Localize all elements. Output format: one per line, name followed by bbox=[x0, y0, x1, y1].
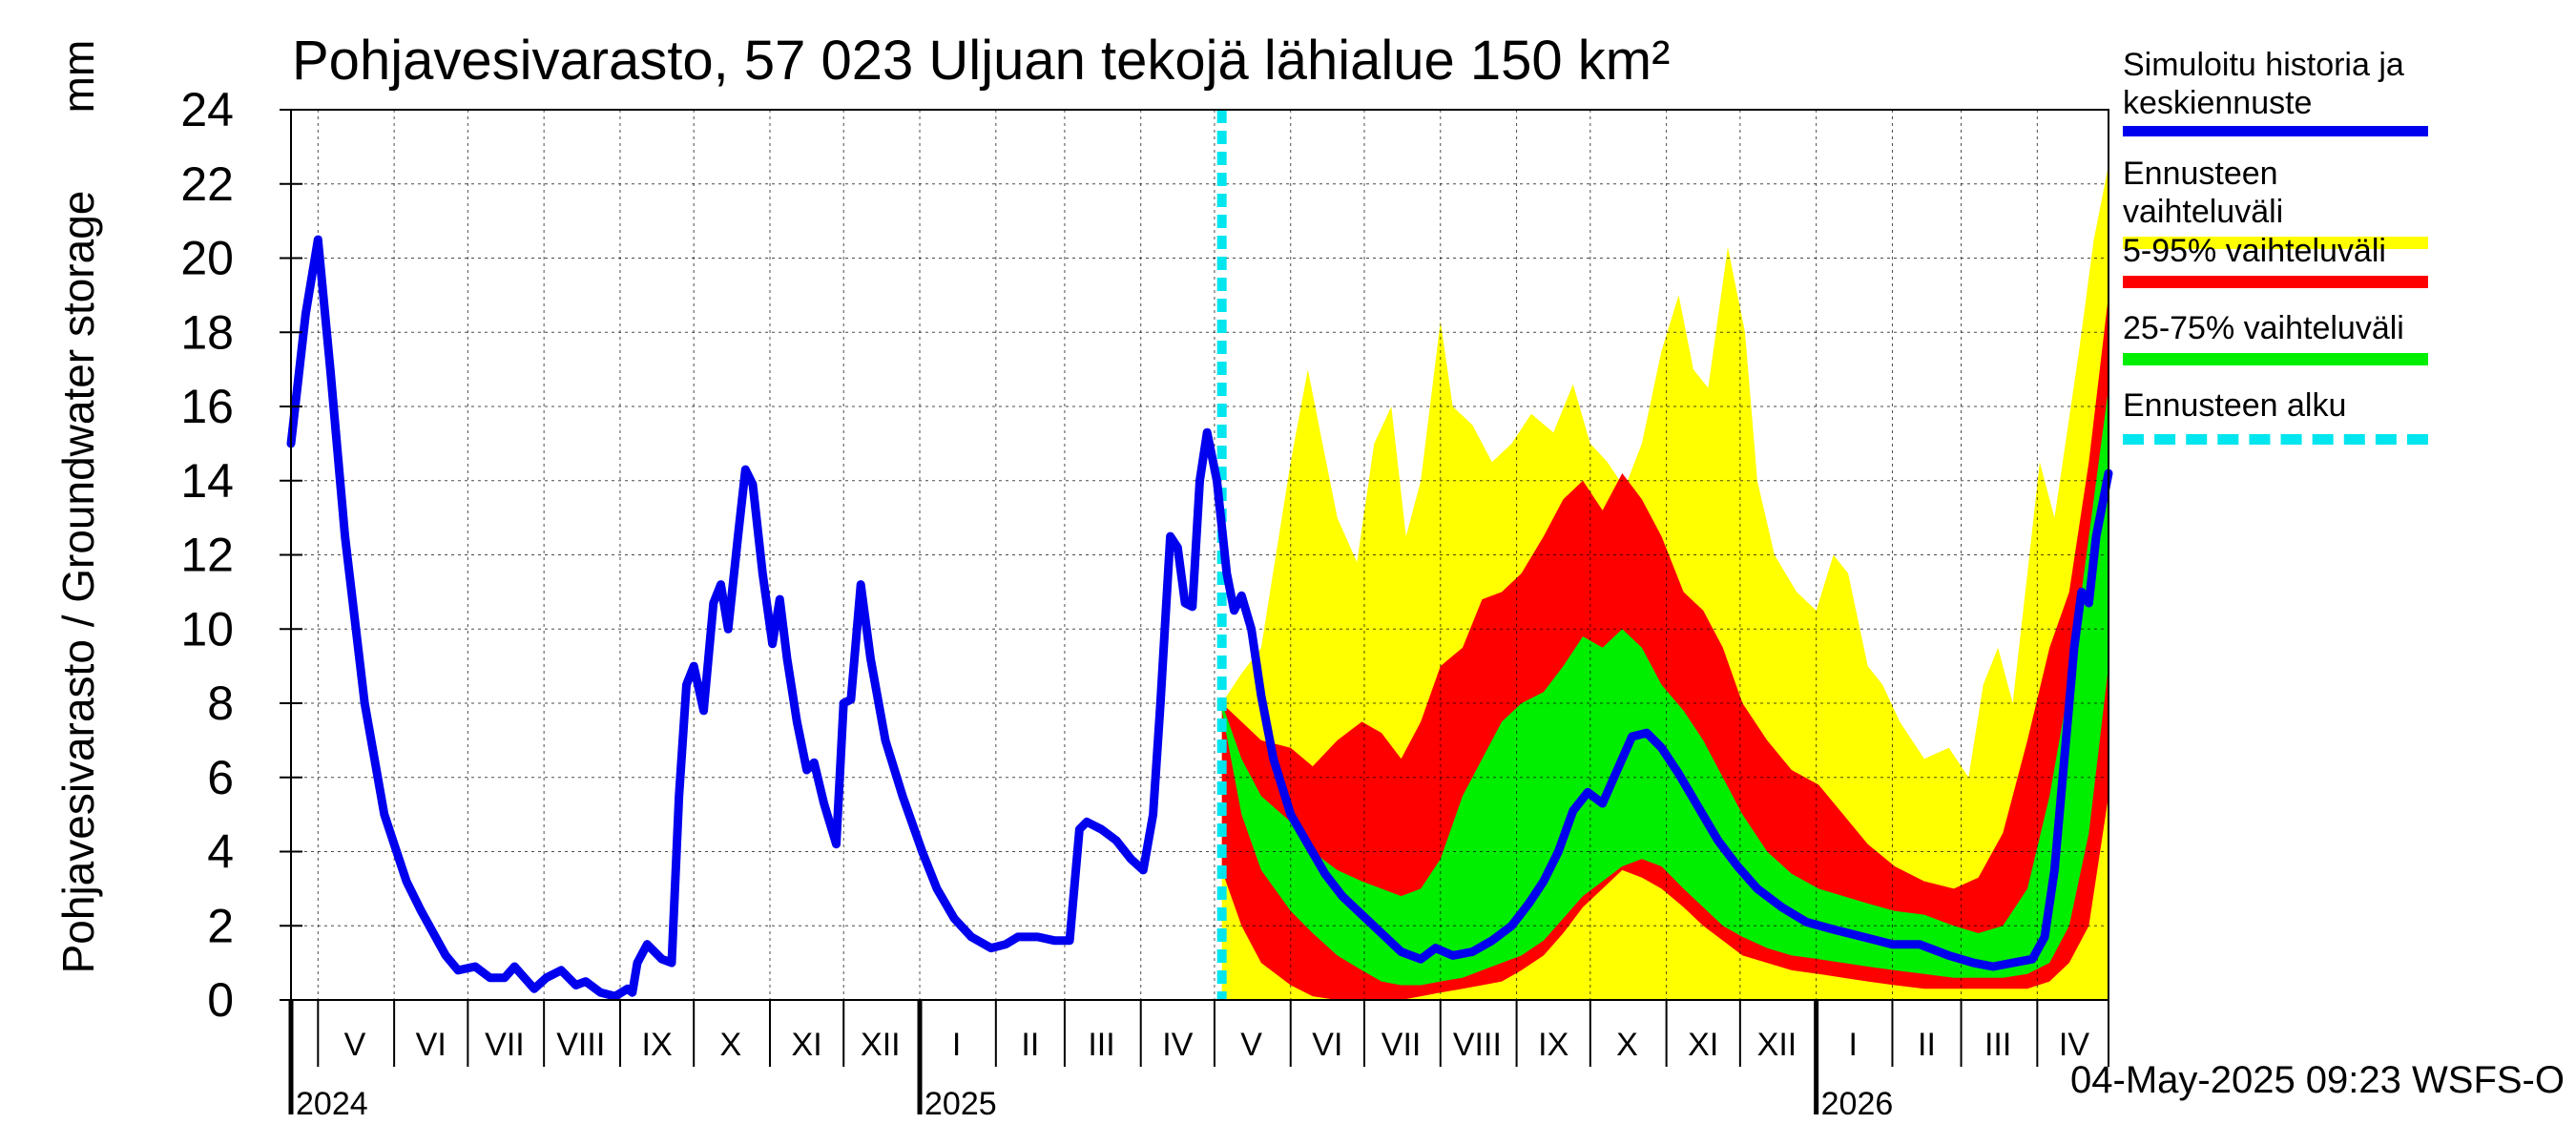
y-tick-label: 22 bbox=[180, 157, 234, 211]
x-month-label: X bbox=[719, 1027, 741, 1063]
x-month-label: IX bbox=[642, 1027, 673, 1063]
x-month-label: V bbox=[344, 1027, 366, 1063]
y-tick-label: 4 bbox=[207, 825, 234, 879]
x-month-label: VII bbox=[485, 1027, 525, 1063]
x-month-label: VII bbox=[1381, 1027, 1422, 1063]
y-tick-label: 20 bbox=[180, 232, 234, 285]
forecast-bands bbox=[1221, 165, 2109, 1001]
x-month-label: X bbox=[1616, 1027, 1638, 1063]
chart-title: Pohjavesivarasto, 57 023 Uljuan tekojä l… bbox=[292, 30, 1671, 92]
x-month-label: II bbox=[1918, 1027, 1936, 1063]
series-lines bbox=[286, 110, 2113, 1001]
x-month-label: IX bbox=[1538, 1027, 1568, 1063]
x-month-label: I bbox=[1849, 1027, 1858, 1063]
y-axis-unit: mm bbox=[53, 39, 103, 114]
x-month-label: XII bbox=[1757, 1027, 1797, 1063]
axes bbox=[280, 109, 2109, 1114]
x-month-label: II bbox=[1021, 1027, 1039, 1063]
legend-swatch-yellow bbox=[2123, 237, 2428, 249]
x-month-label: V bbox=[1240, 1027, 1262, 1063]
legend-label: 5-95% vaihteluväli bbox=[2123, 233, 2386, 269]
legend-item-25-75: 25-75% vaihteluväli bbox=[2123, 309, 2438, 386]
y-tick-label: 14 bbox=[180, 454, 234, 508]
x-year-label: 2025 bbox=[924, 1086, 997, 1122]
legend-label: 25-75% vaihteluväli bbox=[2123, 310, 2404, 346]
timestamp: 04-May-2025 09:23 WSFS-O bbox=[2070, 1059, 2565, 1101]
band-25-75 bbox=[1221, 387, 2109, 986]
x-month-label: IV bbox=[2059, 1027, 2089, 1063]
legend-label: keskiennuste bbox=[2123, 85, 2313, 121]
x-month-label: XI bbox=[1688, 1027, 1718, 1063]
legend-swatch-cyan-dashed bbox=[2123, 434, 2428, 445]
x-month-label: III bbox=[1984, 1027, 2011, 1063]
legend-label: Ennusteen vaihteluväli bbox=[2123, 156, 2284, 230]
x-month-label: XI bbox=[792, 1027, 822, 1063]
legend-item-forecast-start: Ennusteen alku bbox=[2123, 386, 2438, 464]
y-tick-label: 10 bbox=[180, 602, 234, 656]
x-month-label: IV bbox=[1162, 1027, 1193, 1063]
y-tick-label: 16 bbox=[180, 380, 234, 433]
y-tick-label: 0 bbox=[207, 973, 234, 1027]
x-year-label: 2026 bbox=[1821, 1086, 1894, 1122]
x-month-label: I bbox=[952, 1027, 961, 1063]
y-tick-label: 2 bbox=[207, 899, 234, 952]
legend-swatch-red bbox=[2123, 276, 2428, 288]
y-tick-label: 8 bbox=[207, 677, 234, 730]
x-month-label: XII bbox=[861, 1027, 901, 1063]
y-tick-label: 24 bbox=[180, 83, 234, 136]
y-tick-label: 12 bbox=[180, 529, 234, 582]
legend: Simuloitu historia ja keskiennuste Ennus… bbox=[2123, 46, 2438, 464]
legend-swatch-blue-line bbox=[2123, 126, 2428, 136]
legend-swatch-green bbox=[2123, 353, 2428, 365]
y-tick-label: 6 bbox=[207, 751, 234, 804]
x-month-label: III bbox=[1088, 1027, 1114, 1063]
series-line-simulated bbox=[286, 235, 2113, 1001]
y-tick-label: 18 bbox=[180, 305, 234, 359]
x-year-label: 2024 bbox=[296, 1086, 368, 1122]
x-month-label: VIII bbox=[556, 1027, 605, 1063]
legend-label: Simuloitu historia ja bbox=[2123, 47, 2404, 83]
y-axis-title: Pohjavesivarasto / Groundwater storage bbox=[53, 190, 103, 974]
x-month-label: VI bbox=[1312, 1027, 1342, 1063]
band-5-95 bbox=[1221, 295, 2109, 1000]
legend-item-simulated: Simuloitu historia ja keskiennuste bbox=[2123, 46, 2438, 137]
x-month-label: VIII bbox=[1453, 1027, 1502, 1063]
grid bbox=[291, 110, 2109, 1000]
legend-label: Ennusteen alku bbox=[2123, 387, 2347, 424]
x-month-label: VI bbox=[416, 1027, 447, 1063]
legend-item-5-95: 5-95% vaihteluväli bbox=[2123, 232, 2438, 309]
legend-item-full-range: Ennusteen vaihteluväli bbox=[2123, 155, 2438, 249]
